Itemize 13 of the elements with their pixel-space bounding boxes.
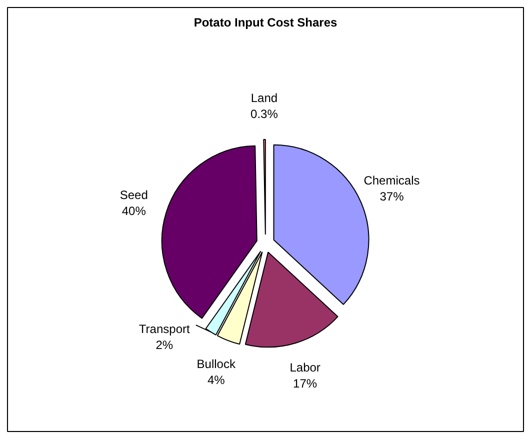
data-label: 37% [380,189,404,204]
data-label: 0.3% [250,106,278,121]
data-label: 2% [156,338,174,352]
slice-label: Chemicals [364,173,420,188]
slice-label: Bullock [196,357,236,372]
slice-label: Seed [120,188,148,202]
data-label: 40% [122,204,146,218]
slice-label: Land [250,90,278,105]
data-label: 4% [207,373,226,388]
slice-label: Transport [138,322,190,336]
chart-title: Potato Input Cost Shares [194,16,338,30]
data-label: 17% [293,376,318,390]
slice-label: Labor [290,360,320,374]
